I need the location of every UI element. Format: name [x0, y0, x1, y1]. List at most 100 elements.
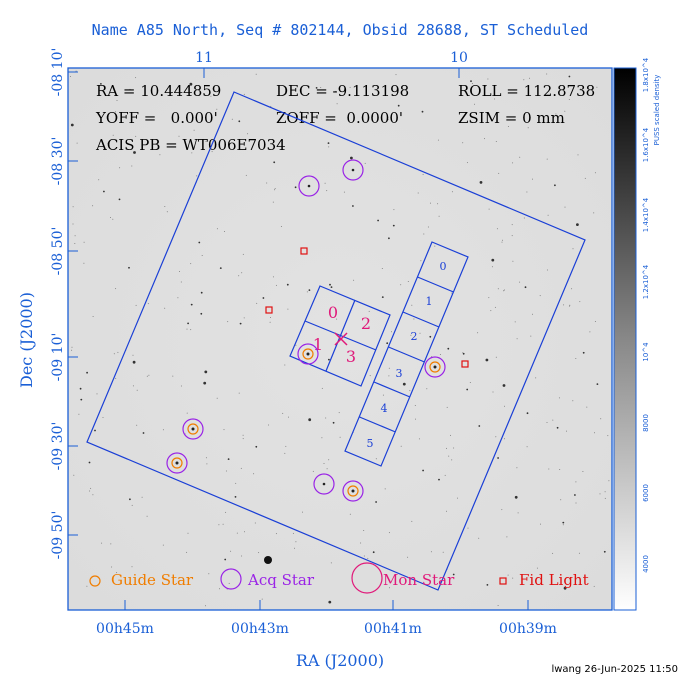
background-star	[584, 177, 586, 179]
background-star	[371, 115, 374, 117]
fid-light-marker	[265, 306, 273, 314]
background-star	[495, 436, 497, 438]
colorbar-tick: 4000	[642, 555, 650, 573]
background-star	[136, 424, 138, 426]
background-star	[527, 127, 529, 129]
dec-tick-label: -08 10'	[50, 48, 66, 97]
background-star	[242, 434, 244, 436]
background-star	[568, 75, 571, 78]
background-star	[256, 302, 258, 304]
background-star	[437, 203, 439, 205]
background-star	[193, 129, 195, 131]
background-star	[135, 304, 137, 306]
background-star	[80, 398, 83, 401]
background-star	[474, 103, 475, 105]
background-star	[497, 457, 499, 459]
acq-star-marker	[424, 356, 446, 378]
background-star	[142, 432, 145, 434]
ra-tick-label: 00h45m	[96, 621, 154, 637]
background-star	[516, 338, 518, 340]
background-star	[74, 243, 76, 244]
background-star	[448, 455, 450, 457]
background-star	[504, 438, 505, 440]
background-star	[133, 151, 136, 154]
colorbar-tick: 8000	[642, 414, 650, 432]
background-star	[73, 474, 75, 476]
axis-ticks	[68, 68, 529, 610]
background-star	[238, 120, 241, 123]
acis-i-chip-label: 0	[328, 303, 338, 322]
background-star	[83, 262, 85, 264]
background-star	[219, 588, 220, 590]
background-star	[562, 521, 565, 524]
background-star	[200, 312, 203, 315]
background-star	[535, 377, 537, 379]
background-star	[115, 111, 116, 113]
acis-s-outline	[344, 241, 469, 467]
background-star	[375, 501, 377, 503]
background-star	[180, 281, 182, 283]
background-star	[430, 551, 432, 553]
background-star	[312, 470, 314, 472]
info-acis: ACIS PB = WT006E7034	[95, 136, 286, 154]
background-star	[501, 509, 503, 511]
background-star	[308, 418, 312, 422]
background-star	[369, 375, 371, 377]
background-star	[227, 321, 229, 323]
background-star	[75, 70, 77, 72]
background-star	[280, 121, 282, 123]
background-star	[571, 288, 573, 290]
background-star	[388, 375, 390, 377]
background-star	[530, 335, 532, 337]
acq-star-marker	[182, 418, 204, 440]
background-star	[388, 367, 390, 369]
background-star	[72, 206, 74, 208]
background-star	[442, 551, 444, 553]
background-star	[526, 412, 529, 415]
background-star	[228, 582, 230, 584]
background-star	[170, 93, 172, 95]
background-star	[446, 510, 447, 512]
background-star	[78, 413, 80, 415]
background-star	[100, 83, 102, 85]
background-star	[205, 605, 206, 607]
background-star	[512, 162, 514, 164]
background-star	[503, 290, 505, 292]
background-star	[224, 231, 225, 232]
background-star	[338, 412, 340, 414]
background-star	[216, 397, 218, 399]
background-star	[327, 142, 330, 145]
legend-acq-label: Acq Star	[247, 571, 315, 589]
aimpoint-marker	[334, 332, 348, 346]
background-star	[462, 352, 464, 354]
background-star	[71, 346, 73, 348]
background-star	[239, 322, 242, 325]
background-star	[452, 573, 455, 576]
background-star	[488, 297, 490, 299]
background-star	[575, 358, 577, 359]
legend-mon-label: Mon Star	[383, 571, 455, 589]
background-star	[328, 358, 330, 361]
background-star	[179, 271, 180, 272]
legend-acq-icon	[220, 568, 242, 590]
dec-tick-label: -09 30'	[50, 422, 66, 471]
background-star	[72, 223, 74, 225]
background-star	[323, 463, 325, 464]
legend-guide-label: Guide Star	[111, 571, 194, 589]
background-star	[507, 126, 509, 127]
background-star	[579, 301, 581, 303]
background-star	[556, 426, 559, 429]
background-star	[128, 266, 130, 269]
background-star	[330, 562, 332, 564]
info-yoff: YOFF = 0.000'	[95, 109, 218, 127]
background-star	[352, 205, 354, 207]
ra-tick-label: 00h39m	[499, 621, 557, 637]
background-star	[196, 175, 198, 177]
background-star	[540, 523, 541, 525]
background-star	[582, 471, 584, 472]
acis-i-chip-label: 3	[346, 347, 356, 366]
background-star	[90, 487, 92, 489]
background-star	[219, 267, 222, 269]
x-axis-label: RA (J2000)	[296, 651, 384, 670]
background-star	[350, 156, 353, 160]
